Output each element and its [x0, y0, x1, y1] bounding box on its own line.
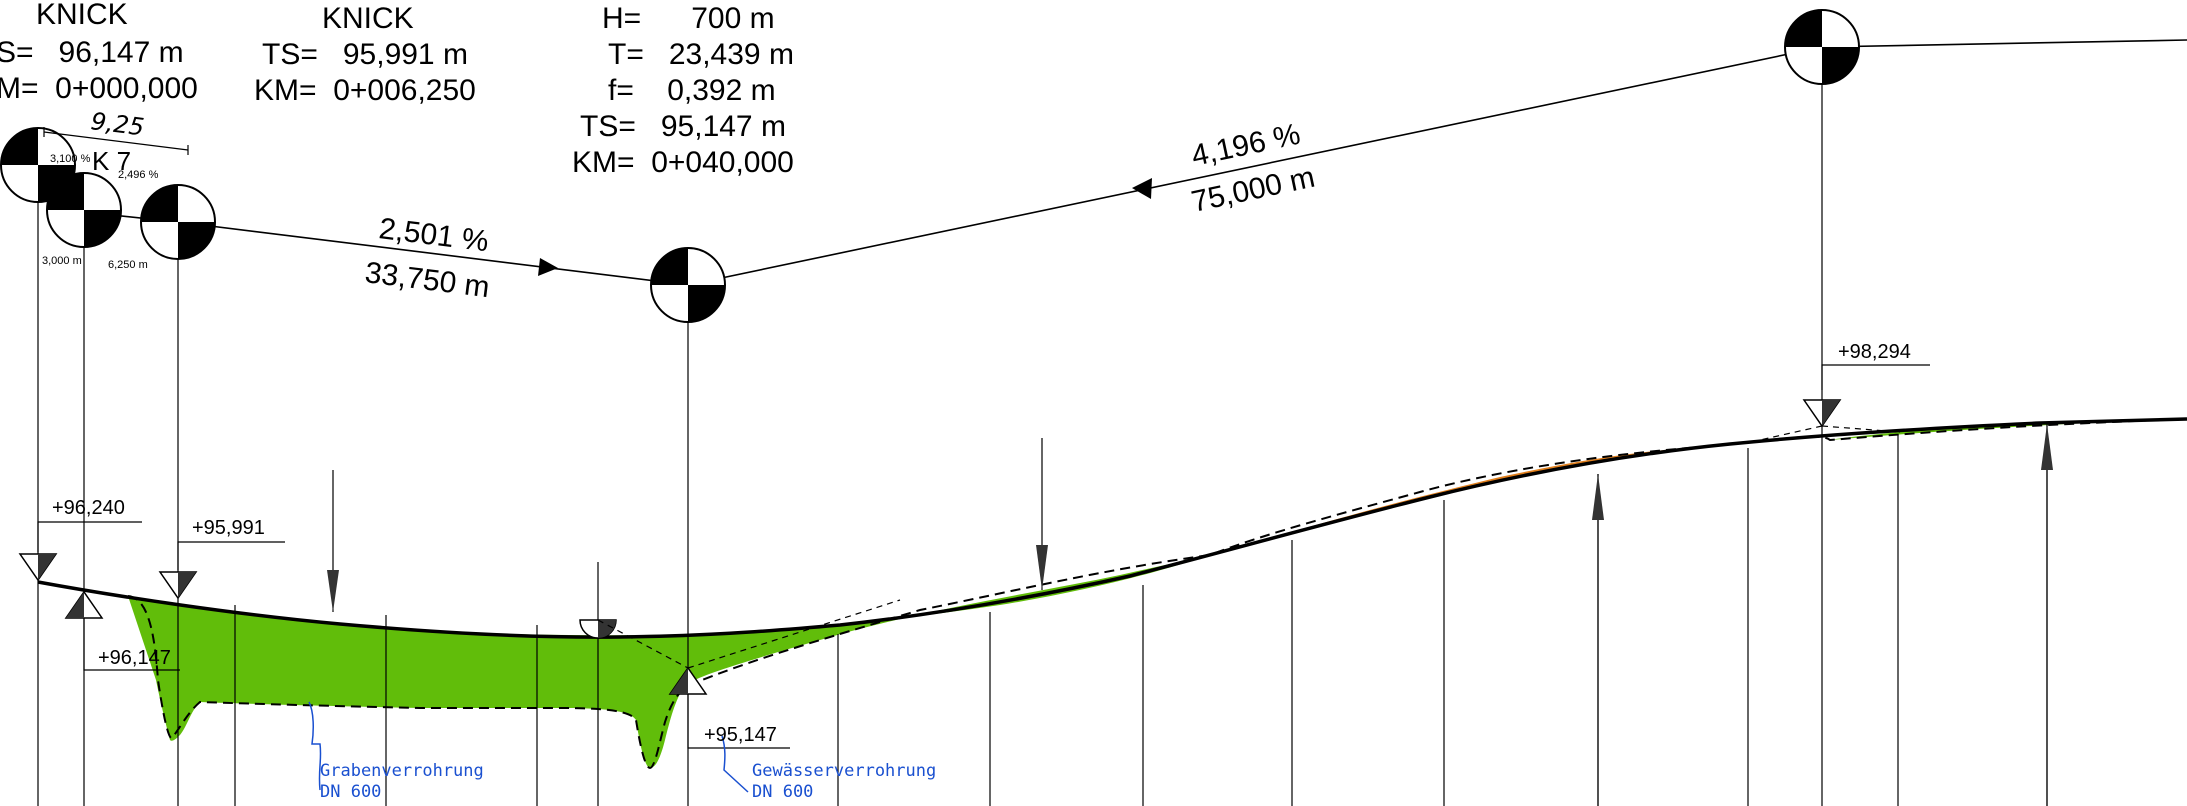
down-arrow-icon	[1036, 438, 1048, 590]
grade-2-slope: 4,196 %	[1189, 118, 1304, 173]
pipe-dn-graben: DN 600	[320, 782, 381, 802]
up-arrow-icon	[1592, 474, 1604, 806]
dashed-guides	[597, 425, 1901, 669]
low-point-marker-icon	[579, 619, 617, 639]
pvi-marker-icon	[140, 184, 216, 260]
elevation-label-4: +95,147	[704, 724, 777, 746]
knick-2-ts: TS= 95,991 m	[262, 38, 468, 71]
elevation-marker-icon	[1803, 399, 1841, 427]
elevation-label-3: +96,147	[98, 647, 171, 669]
up-arrow-icon	[2041, 424, 2053, 806]
cut-area-orange	[1258, 447, 1700, 542]
grade-1-length: 33,750 m	[363, 256, 491, 304]
pipe-leader-gewaesser	[721, 735, 749, 793]
curve-t: T= 23,439 m	[608, 38, 794, 71]
pvi-marker-icon	[1784, 9, 1860, 85]
k7-length-b: 6,250 m	[108, 259, 148, 271]
curve-h: H= 700 m	[602, 2, 775, 35]
knick-1-km: M= 0+000,000	[0, 72, 198, 105]
knick-1-title: KNICK	[36, 0, 128, 31]
direction-arrow-icon	[1132, 178, 1152, 199]
pipe-leader-graben	[308, 701, 322, 791]
pipe-label-gewaesser: Gewässerverrohrung	[752, 761, 936, 781]
curve-ts: TS= 95,147 m	[580, 110, 786, 143]
pipe-label-graben: Grabenverrohrung	[320, 761, 484, 781]
k7-label: K 7	[92, 146, 131, 176]
grade-1-slope: 2,501 %	[377, 212, 490, 258]
knick-1-ts: S= 96,147 m	[0, 36, 184, 69]
elevation-marker-icon	[19, 553, 57, 581]
k7-dimension-label: 9,25	[89, 107, 145, 141]
direction-arrow-icon	[538, 258, 558, 276]
curve-f: f= 0,392 m	[608, 74, 776, 107]
knick-2-km: KM= 0+006,250	[254, 74, 476, 107]
elevation-marker-icon	[159, 571, 197, 599]
pvi-marker-icon	[46, 172, 122, 248]
pipe-dn-gewaesser: DN 600	[752, 782, 813, 802]
road-surface-line	[37, 417, 2187, 639]
down-arrow-icon	[327, 470, 339, 612]
elevation-marker-icon	[65, 591, 103, 619]
elevation-label-1: +96,240	[52, 497, 125, 519]
k7-dimension	[43, 127, 189, 155]
k7-slope-a: 3,100 %	[50, 153, 91, 165]
elevation-leaders	[37, 364, 1930, 749]
elevation-label-2: +95,991	[192, 517, 265, 539]
elevation-label-5: +98,294	[1838, 341, 1911, 363]
pvi-marker-icon	[650, 247, 726, 323]
k7-length-a: 3,000 m	[42, 255, 82, 267]
fill-area-green-1	[128, 555, 1210, 768]
k7-slope-b: 2,496 %	[118, 169, 159, 181]
terrain-line	[127, 418, 2187, 770]
curve-km: KM= 0+040,000	[572, 146, 794, 179]
knick-2-title: KNICK	[322, 2, 414, 35]
